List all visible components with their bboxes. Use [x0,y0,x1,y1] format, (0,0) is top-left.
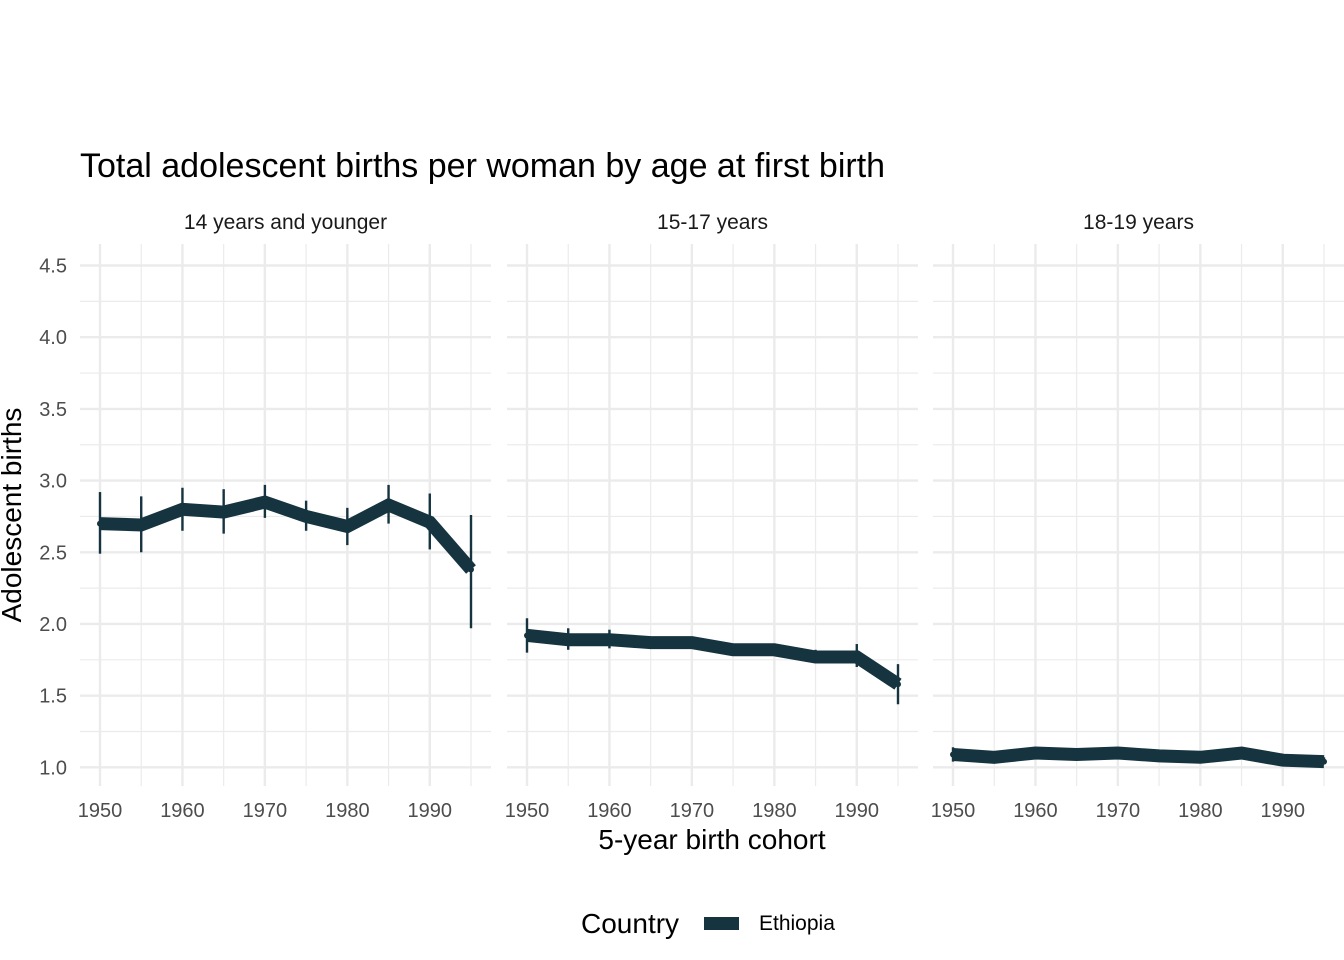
data-point [606,636,613,643]
x-tick-label: 1970 [243,800,288,822]
data-point [812,653,819,660]
x-tick-label: 1960 [1013,800,1058,822]
y-tick-label: 4.5 [39,256,67,278]
facet-strip-label: 14 years and younger [184,211,387,234]
series-line [952,746,1325,769]
data-point [1114,750,1121,757]
series-ethiopia [950,746,1327,769]
facet-strip-label: 18-19 years [1083,211,1194,234]
facet-panel-1: 14 years and younger 1950 1960 1970 1980 1990… [39,211,491,822]
x-tick-label: 1960 [587,800,632,822]
data-point [1073,751,1080,758]
x-tick-label: 1950 [505,800,550,822]
x-tick-label: 1990 [1261,800,1306,822]
x-tick-label: 1970 [670,800,715,822]
data-point [220,509,227,516]
facet-panel-3: 18-19 years 1950 1960 1970 1980 1990 [931,211,1344,822]
x-tick-label: 1970 [1096,800,1141,822]
x-tick-label: 1980 [752,800,797,822]
x-tick-label: 1990 [835,800,880,822]
x-axis-title: 5-year birth cohort [598,824,825,855]
series-line [526,628,902,690]
data-point [179,506,186,513]
data-point [261,499,268,506]
facet-panel-2: 15-17 years 1950 1960 1970 1980 1990 [505,211,918,822]
legend-key-ethiopia [704,917,739,930]
data-point [426,519,433,526]
data-point [730,646,737,653]
legend-title: Country [581,908,679,939]
data-point [344,523,351,530]
series-line [99,495,476,574]
data-point [991,754,998,761]
legend-label-ethiopia: Ethiopia [759,912,835,935]
data-point [1197,754,1204,761]
data-point [138,522,145,529]
data-point [950,751,956,758]
x-tick-label: 1990 [408,800,453,822]
x-tick-label: 1980 [1178,800,1223,822]
y-tick-label: 3.0 [39,471,67,493]
data-point [688,639,695,646]
x-tick-label: 1960 [160,800,205,822]
data-point [1032,750,1039,757]
data-point [97,520,103,527]
data-point [303,513,310,520]
data-point [385,501,392,508]
data-point [524,632,530,639]
data-point [1156,752,1163,759]
facet-strip-label: 15-17 years [657,211,768,234]
y-tick-label: 2.0 [39,614,67,636]
data-point [1321,758,1327,765]
data-point [853,653,860,660]
data-point [468,566,474,573]
data-point [895,681,901,688]
y-tick-label: 3.5 [39,399,67,421]
x-tick-label: 1950 [78,800,123,822]
y-tick-label: 4.0 [39,327,67,349]
series-ethiopia [97,484,476,629]
data-point [647,639,654,646]
data-point [1279,757,1286,764]
x-tick-label: 1980 [325,800,370,822]
data-point [1238,750,1245,757]
y-tick-label: 1.0 [39,757,67,779]
chart-title: Total adolescent births per woman by age… [80,147,885,185]
y-tick-label: 2.5 [39,542,67,564]
y-tick-label: 1.5 [39,686,67,708]
facet-panels: 14 years and younger 1950 1960 1970 1980 1990… [39,211,1344,822]
y-axis-title: Adolescent births [0,408,27,623]
x-tick-label: 1950 [931,800,976,822]
data-point [565,636,572,643]
legend: Country Ethiopia [581,908,835,939]
data-point [771,646,778,653]
series-ethiopia [524,618,902,705]
